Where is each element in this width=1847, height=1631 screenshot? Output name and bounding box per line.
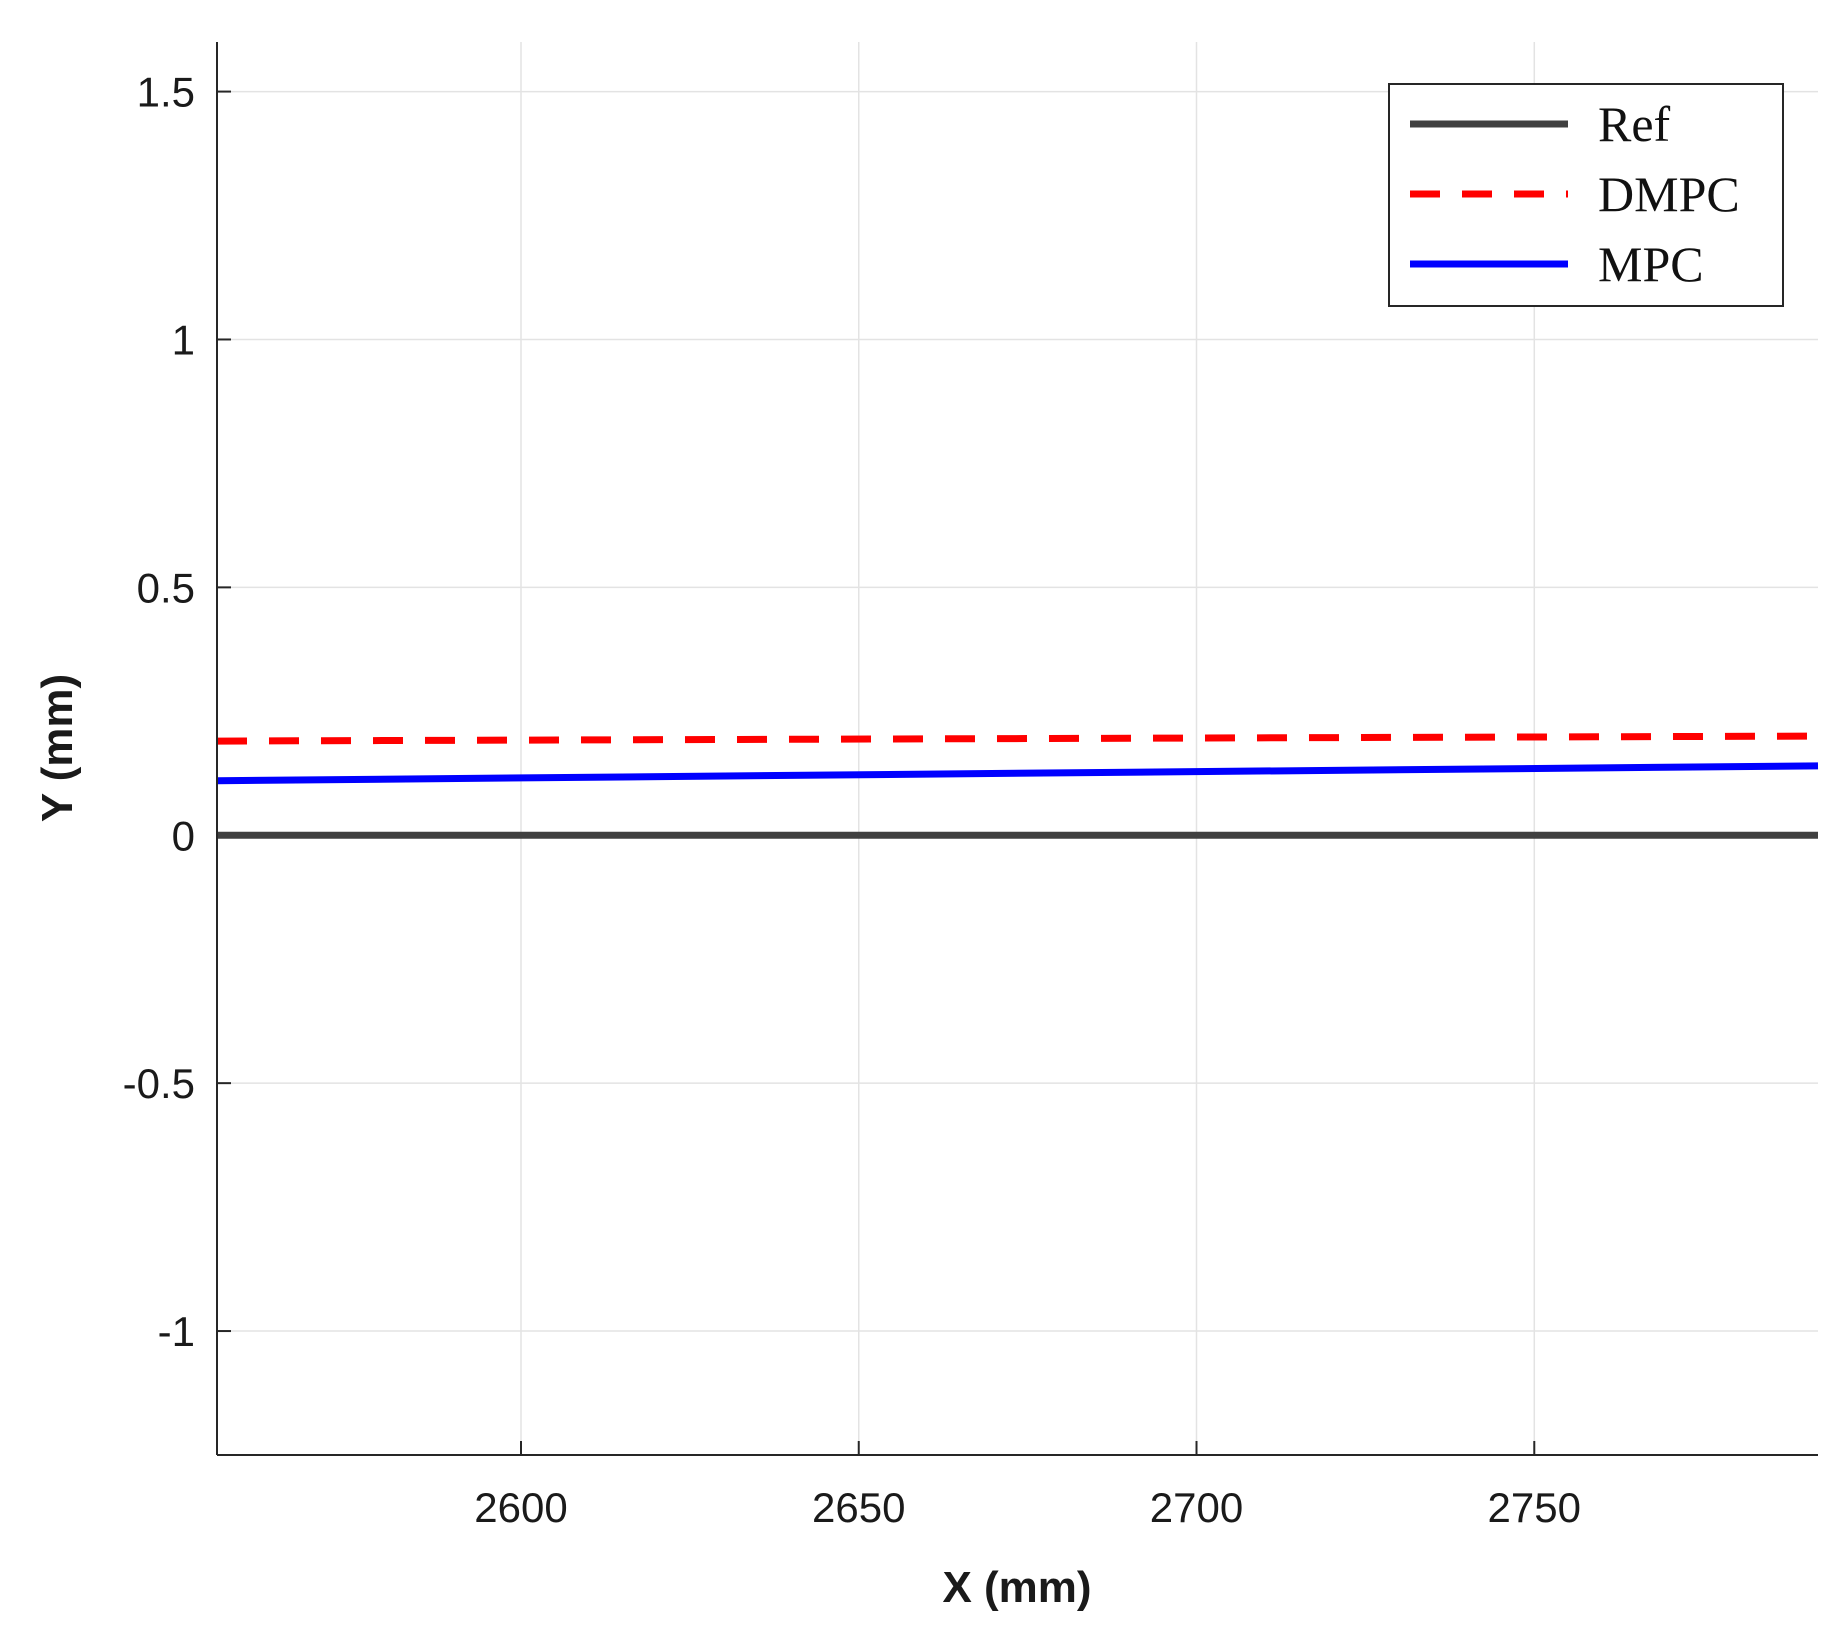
x-tick-label: 2700 bbox=[1150, 1484, 1243, 1531]
y-tick-label: 1 bbox=[172, 316, 195, 363]
legend: Ref DMPC MPC bbox=[1388, 83, 1784, 307]
axes bbox=[216, 42, 1818, 1456]
x-tick-label: 2650 bbox=[812, 1484, 905, 1531]
x-tick-label: 2600 bbox=[474, 1484, 567, 1531]
series-line-mpc bbox=[216, 762, 1819, 785]
legend-label-ref: Ref bbox=[1598, 96, 1671, 152]
legend-label-mpc: MPC bbox=[1598, 236, 1704, 292]
y-axis-title: Y (mm) bbox=[33, 674, 82, 822]
series-line-dmpc bbox=[216, 732, 1819, 745]
y-tick-label: 0 bbox=[172, 812, 195, 859]
y-tick-label: 1.5 bbox=[137, 69, 195, 116]
x-axis-title: X (mm) bbox=[942, 1563, 1091, 1612]
y-tick-label: -0.5 bbox=[123, 1060, 195, 1107]
x-tick-labels: 2600 2650 2700 2750 bbox=[474, 1484, 1581, 1531]
series-lines bbox=[216, 732, 1819, 839]
y-tick-labels: -1 -0.5 0 0.5 1 1.5 bbox=[123, 69, 195, 1355]
y-tick-label: 0.5 bbox=[137, 564, 195, 611]
y-tick-label: -1 bbox=[158, 1308, 195, 1355]
x-tick-label: 2750 bbox=[1488, 1484, 1581, 1531]
legend-label-dmpc: DMPC bbox=[1598, 166, 1740, 222]
